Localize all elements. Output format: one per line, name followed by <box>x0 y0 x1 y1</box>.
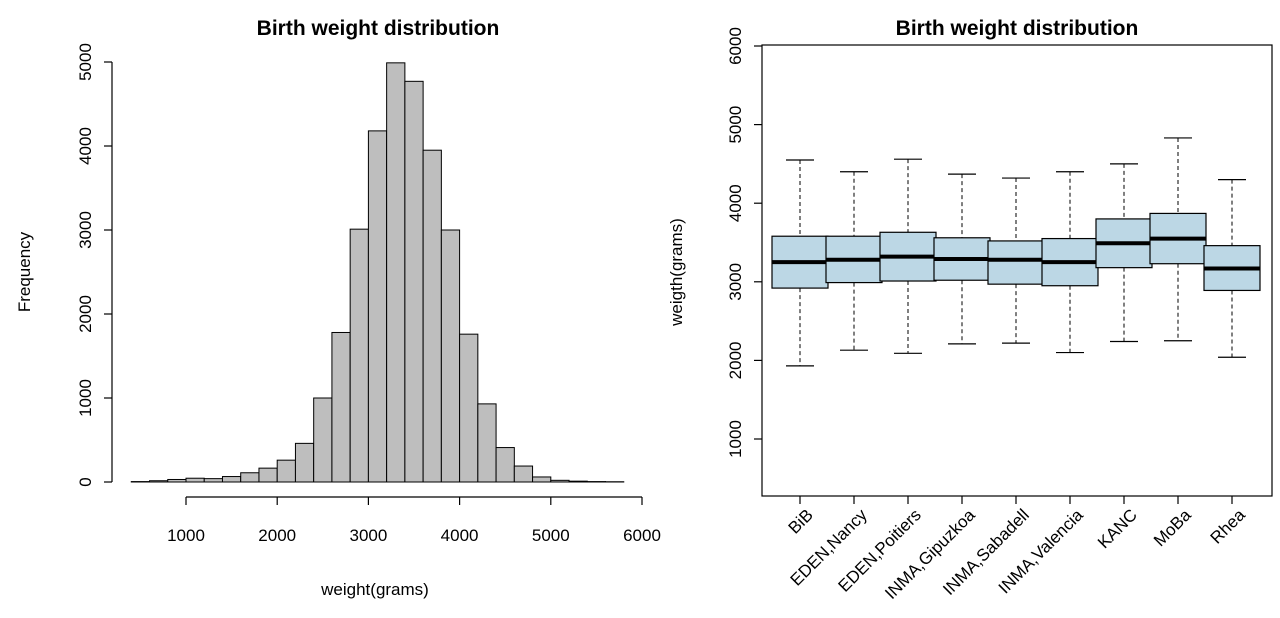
histogram-y-axis: 0 1000 2000 3000 4000 5000 <box>76 43 113 487</box>
histogram-bars <box>130 62 625 483</box>
boxplot-box-group <box>825 171 883 351</box>
boxplot-y-tick-label: 1000 <box>726 420 745 458</box>
boxplot-y-tick-label: 3000 <box>726 263 745 301</box>
boxplot-y-tick-label: 5000 <box>726 106 745 144</box>
histogram-bar <box>240 472 260 483</box>
boxplot-y-tick-label: 6000 <box>726 27 745 65</box>
boxplot-box-group <box>987 177 1045 344</box>
boxplot-box-group <box>933 173 991 345</box>
histogram-x-axis-label: weight(grams) <box>320 580 429 599</box>
boxplot-y-tick-label: 2000 <box>726 341 745 379</box>
histogram-x-tick-label: 1000 <box>167 526 205 545</box>
histogram-x-tick-label: 3000 <box>349 526 387 545</box>
boxplot-boxes <box>771 137 1261 367</box>
histogram-bar <box>404 80 424 483</box>
boxplot-title: Birth weight distribution <box>896 17 1139 40</box>
histogram-bar <box>459 333 479 483</box>
boxplot-box-group <box>1095 163 1153 343</box>
histogram-bar <box>221 476 242 483</box>
boxplot-box-group <box>879 158 937 354</box>
histogram-y-tick-label: 0 <box>76 477 95 486</box>
boxplot-x-axis-labels: BiBEDEN,NancyEDEN,PoitiersINMA,GipuzkoaI… <box>785 496 1250 603</box>
histogram-x-tick-label: 4000 <box>441 526 479 545</box>
histogram-bar <box>185 477 205 483</box>
histogram-bar <box>149 480 169 483</box>
histogram-bar <box>167 478 187 483</box>
boxplot-panel: Birth weight distribution weigth(grams) … <box>667 17 1273 603</box>
histogram-title: Birth weight distribution <box>257 17 500 40</box>
histogram-x-axis: 1000 2000 3000 4000 5000 6000 <box>167 496 661 545</box>
histogram-bar <box>495 447 515 483</box>
histogram-y-tick-label: 2000 <box>76 295 95 333</box>
histogram-x-tick-label: 5000 <box>532 526 570 545</box>
histogram-bar <box>477 403 497 483</box>
histogram-bar <box>313 397 333 483</box>
histogram-bar <box>440 229 461 483</box>
histogram-bar <box>513 465 534 483</box>
histogram-y-tick-label: 3000 <box>76 211 95 249</box>
histogram-bar <box>258 467 278 483</box>
boxplot-category-label: MoBa <box>1150 505 1195 550</box>
histogram-bar <box>422 149 442 483</box>
histogram-bar <box>532 476 552 483</box>
histogram-bar <box>203 478 223 483</box>
boxplot-box-group <box>771 159 829 367</box>
boxplot-y-axis: 1000 2000 3000 4000 5000 6000 <box>726 27 762 458</box>
boxplot-box-group <box>1149 137 1207 342</box>
histogram-y-tick-label: 5000 <box>76 43 95 81</box>
boxplot-plot-frame <box>761 44 1273 497</box>
boxplot-y-axis-label: weigth(grams) <box>667 218 686 327</box>
histogram-bar <box>294 442 315 483</box>
histogram-x-tick-label: 2000 <box>258 526 296 545</box>
histogram-y-tick-label: 1000 <box>76 379 95 417</box>
histogram-bar <box>331 331 351 483</box>
histogram-x-tick-label: 6000 <box>623 526 661 545</box>
histogram-bar <box>568 480 588 483</box>
histogram-bar <box>386 62 406 483</box>
histogram-bar <box>276 459 296 483</box>
boxplot-category-label: Rhea <box>1207 505 1250 548</box>
histogram-bar <box>349 228 369 483</box>
boxplot-category-label: KANC <box>1094 505 1141 552</box>
histogram-y-tick-label: 4000 <box>76 127 95 165</box>
histogram-bar <box>550 479 570 483</box>
histogram-y-axis-label: Frequency <box>15 231 34 312</box>
boxplot-box-group <box>1203 179 1261 358</box>
boxplot-y-tick-label: 4000 <box>726 184 745 222</box>
boxplot-box <box>987 240 1045 285</box>
boxplot-box-group <box>1041 171 1099 354</box>
histogram-bar <box>367 130 388 483</box>
histogram-panel: Birth weight distribution weight(grams) … <box>15 17 661 599</box>
boxplot-category-label: BiB <box>785 505 817 537</box>
